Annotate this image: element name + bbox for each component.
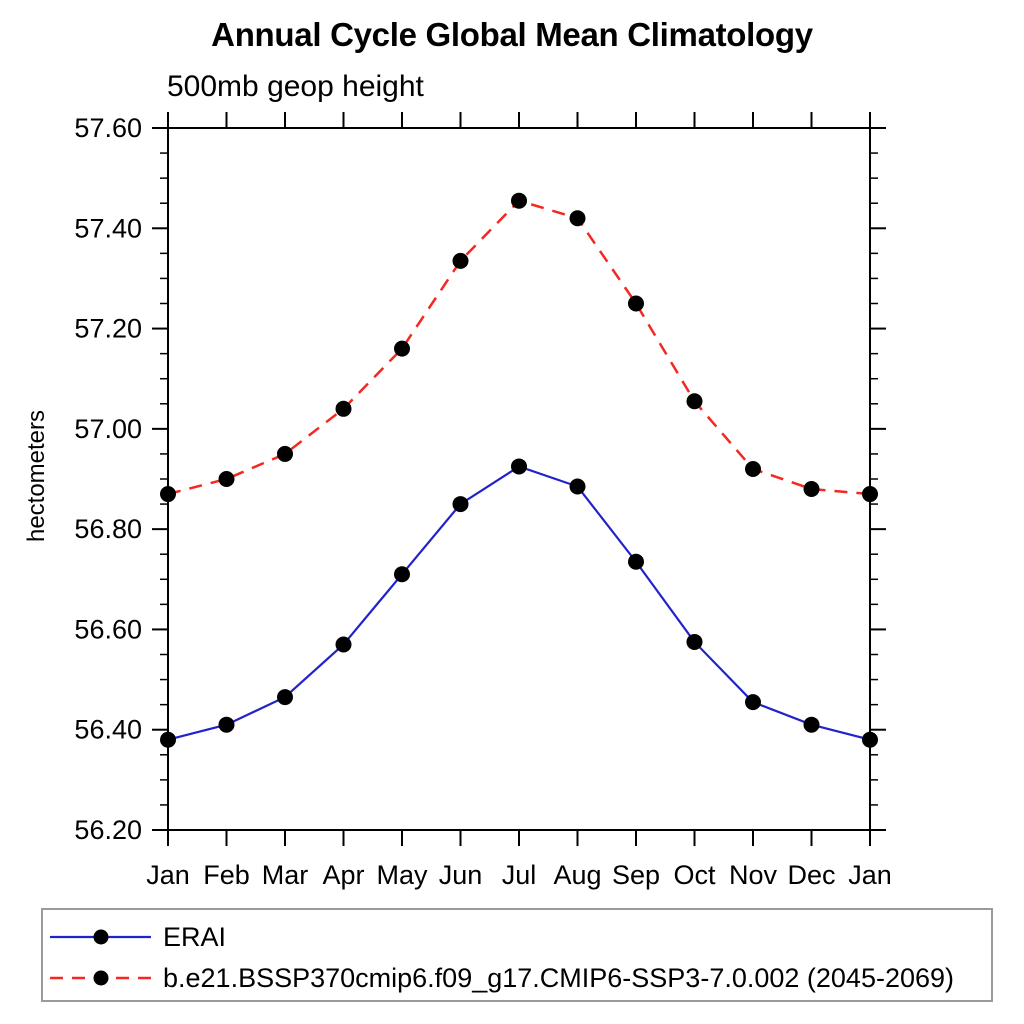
svg-text:Oct: Oct <box>673 860 716 890</box>
svg-text:56.60: 56.60 <box>74 614 142 644</box>
svg-text:Sep: Sep <box>612 860 660 890</box>
legend-item-erai: ERAI <box>48 921 227 952</box>
svg-text:Jun: Jun <box>439 860 483 890</box>
x-axis-ticks <box>167 112 871 846</box>
svg-text:Jan: Jan <box>848 860 892 890</box>
svg-text:Nov: Nov <box>729 860 778 890</box>
svg-text:Dec: Dec <box>787 860 835 890</box>
series-0 <box>160 458 878 748</box>
legend-label: ERAI <box>163 921 227 952</box>
legend-label: b.e21.BSSP370cmip6.f09_g17.CMIP6-SSP3-7.… <box>163 962 955 993</box>
svg-text:Jul: Jul <box>502 860 537 890</box>
legend-line-sample-dashed <box>50 970 151 986</box>
svg-text:56.40: 56.40 <box>74 715 142 745</box>
y-axis-ticks <box>152 127 886 831</box>
svg-text:57.00: 57.00 <box>74 414 142 444</box>
svg-text:57.20: 57.20 <box>74 314 142 344</box>
svg-text:Apr: Apr <box>322 860 364 890</box>
legend: ERAI b.e21.BSSP370cmip6.f09_g17.CMIP6-SS… <box>41 908 993 1002</box>
svg-text:56.80: 56.80 <box>74 514 142 544</box>
series-1 <box>160 192 878 503</box>
svg-text:Feb: Feb <box>203 860 250 890</box>
svg-text:May: May <box>376 860 428 890</box>
svg-text:56.20: 56.20 <box>74 815 142 845</box>
svg-text:Mar: Mar <box>262 860 309 890</box>
legend-line-sample-solid <box>50 929 151 945</box>
x-axis-tick-labels: Jan Feb Mar Apr May Jun Jul Aug Sep Oct Nov Dec Jan <box>146 860 892 890</box>
svg-text:57.60: 57.60 <box>74 113 142 143</box>
plot-frame <box>167 127 871 831</box>
svg-text:Jan: Jan <box>146 860 190 890</box>
chart-subtitle: 500mb geop height <box>167 70 424 103</box>
chart-title: Annual Cycle Global Mean Climatology <box>211 16 813 53</box>
svg-text:Aug: Aug <box>553 860 601 890</box>
y-axis-tick-labels: 56.20 56.40 56.60 56.80 57.00 57.20 57.40 57.60 <box>74 113 142 845</box>
svg-text:57.40: 57.40 <box>74 213 142 243</box>
legend-item-model: b.e21.BSSP370cmip6.f09_g17.CMIP6-SSP3-7.… <box>48 962 955 993</box>
